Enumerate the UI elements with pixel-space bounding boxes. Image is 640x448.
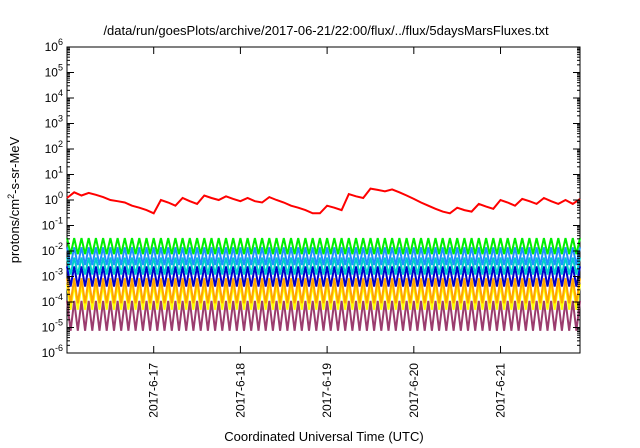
y-tick-label: 10-2 [42, 241, 63, 258]
y-axis-label: protons/cm2-s-sr-MeV [6, 136, 22, 263]
y-tick-label: 10-1 [42, 216, 63, 233]
series-line [66, 300, 581, 331]
y-tick-label: 10-3 [42, 267, 63, 284]
series-line [66, 257, 581, 275]
x-axis: 2017-6-17 2017-6-18 2017-6-19 2017-6-20 2017… [147, 47, 508, 418]
x-axis-label: Coordinated Universal Time (UTC) [224, 429, 423, 444]
y-tick-label: 100 [45, 190, 63, 207]
series-line [66, 266, 581, 287]
series-line [66, 187, 581, 215]
y-axis: 10-6 10-5 10-4 10-3 10-2 10-1 100 101 102 103 104 1… [42, 37, 580, 360]
y-tick-label: 106 [45, 37, 63, 54]
y-tick-label: 101 [45, 165, 63, 182]
y-tick-label: 10-4 [42, 292, 63, 309]
series-line [66, 278, 581, 304]
x-tick-label: 2017-6-19 [320, 363, 334, 418]
y-axis-label-sup: 2 [6, 194, 16, 199]
y-tick-label: 105 [45, 63, 63, 80]
y-tick-label: 10-5 [42, 318, 63, 335]
chart-title: /data/run/goesPlots/archive/2017-06-21/2… [103, 23, 549, 38]
x-tick-label: 2017-6-20 [407, 363, 421, 418]
y-axis-label-suffix: -s-sr-MeV [7, 136, 22, 193]
series-line [66, 247, 581, 266]
x-tick-label: 2017-6-17 [147, 363, 161, 418]
series-line [66, 237, 581, 255]
x-tick-label: 2017-6-21 [494, 363, 508, 418]
x-tick-label: 2017-6-18 [233, 363, 247, 418]
y-tick-label: 103 [45, 114, 63, 131]
y-tick-label: 10-6 [42, 343, 63, 360]
series-layer [66, 187, 581, 331]
y-tick-label: 102 [45, 139, 63, 156]
y-tick-label: 104 [45, 88, 63, 105]
y-axis-label-prefix: protons/cm [7, 199, 22, 263]
